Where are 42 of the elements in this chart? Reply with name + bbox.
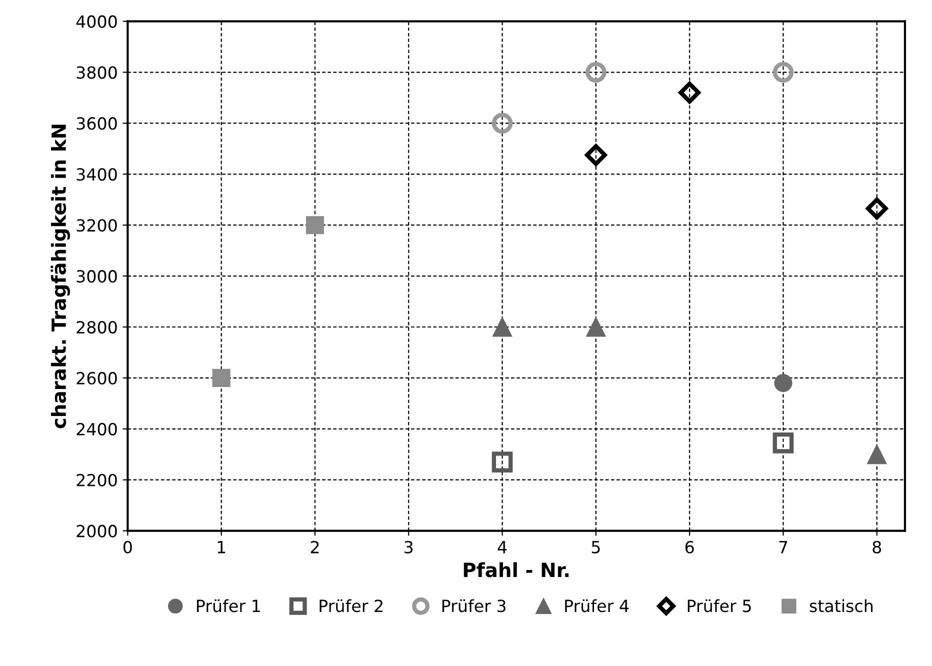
legend-label: Prüfer 4 — [565, 599, 629, 612]
x-axis-title: Pfahl - Nr. — [464, 562, 569, 578]
point — [678, 82, 701, 104]
legend-label: Prüfer 3 — [442, 599, 506, 612]
x-tick-label: 7 — [779, 541, 788, 554]
x-tick-label: 2 — [310, 540, 319, 554]
y-tick-label: 2600 — [76, 372, 117, 385]
x-tick-label: 1 — [218, 541, 226, 554]
point — [586, 317, 606, 337]
y-tick-label: 4000 — [76, 15, 117, 28]
point — [492, 452, 513, 472]
x-tick-label: 8 — [872, 540, 882, 554]
legend-label: Prüfer 1 — [197, 599, 260, 612]
x-tick-label: 4 — [498, 541, 507, 554]
y-tick-label: 2000 — [76, 524, 117, 538]
x-tick-label: 0 — [123, 540, 132, 554]
x-tick-label: 3 — [404, 540, 413, 554]
y-tick-label: 2200 — [76, 474, 117, 486]
x-tick-label: 5 — [592, 541, 600, 554]
point — [492, 112, 513, 134]
y-tick-label: 2400 — [76, 422, 117, 436]
point — [212, 368, 230, 387]
point — [867, 444, 887, 464]
y-tick-label: 2800 — [76, 320, 117, 334]
legend-label: Prüfer 5 — [688, 599, 751, 612]
point — [772, 432, 794, 454]
y-tick-label: 3400 — [76, 168, 117, 181]
legend-label: Prüfer 2 — [320, 599, 382, 612]
point — [585, 144, 607, 166]
point — [586, 62, 606, 83]
point — [866, 198, 888, 220]
point — [772, 62, 794, 83]
x-tick-label: 6 — [685, 540, 694, 554]
point — [774, 374, 792, 392]
y-tick-label: 3200 — [76, 219, 117, 232]
y-axis-title: charakt. Tragfähigkeit in kN — [50, 124, 70, 428]
point — [492, 317, 512, 337]
y-tick-label: 3600 — [76, 117, 117, 130]
legend-label: statisch — [810, 599, 873, 612]
point — [306, 216, 324, 234]
y-tick-label: 3000 — [76, 270, 117, 283]
y-tick-label: 3800 — [76, 66, 117, 79]
